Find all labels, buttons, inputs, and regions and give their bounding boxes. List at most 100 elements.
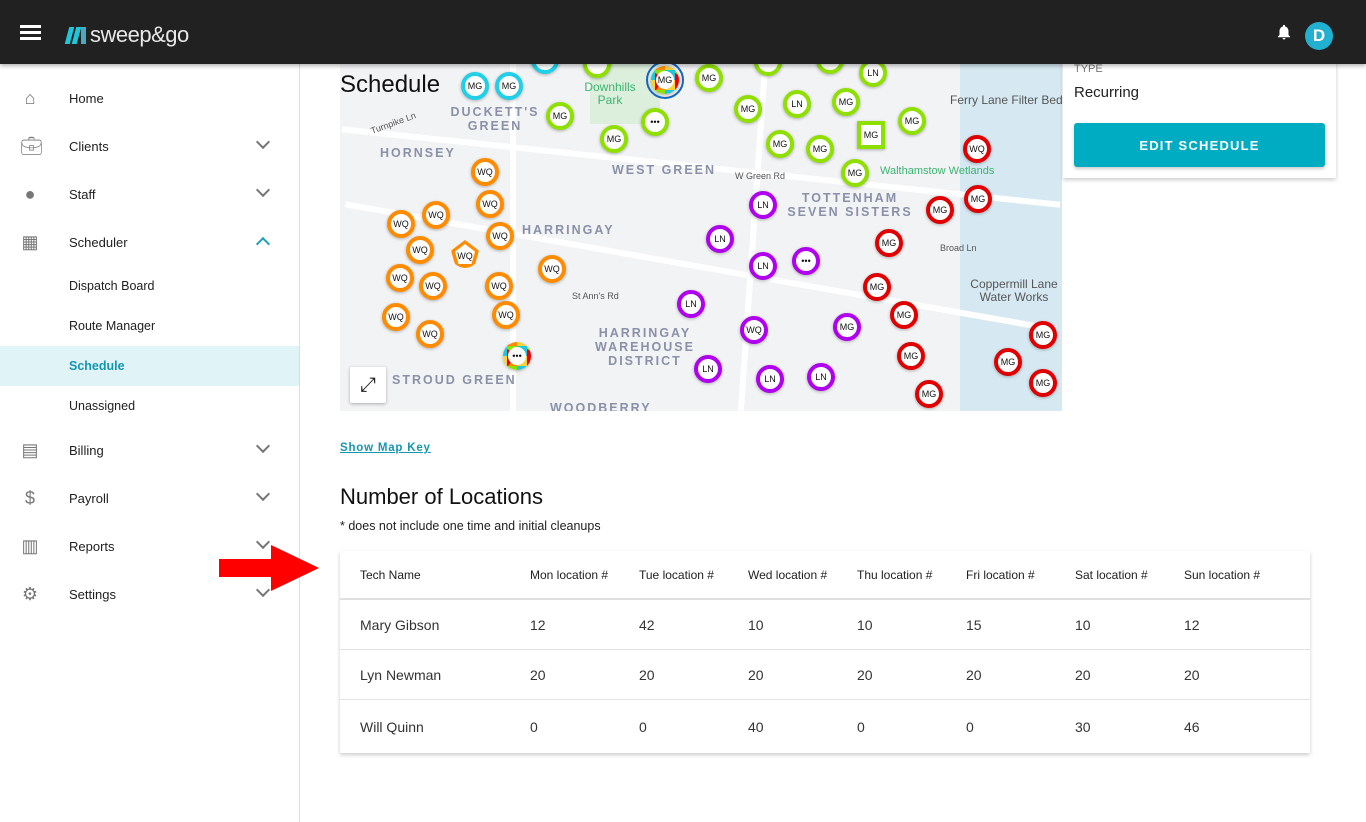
map-marker[interactable]: LN bbox=[749, 191, 777, 219]
map-marker[interactable]: WQ bbox=[419, 272, 447, 300]
map-marker[interactable]: MG bbox=[806, 135, 834, 163]
map-marker[interactable]: WQ bbox=[387, 210, 415, 238]
map-marker[interactable]: MG bbox=[495, 72, 523, 100]
sidebar-subitem-route-manager[interactable]: Route Manager bbox=[69, 319, 156, 333]
sidebar-subitem-dispatch-board[interactable]: Dispatch Board bbox=[69, 279, 155, 293]
map-marker[interactable]: MG bbox=[857, 121, 885, 149]
map-marker[interactable]: ••• bbox=[792, 247, 820, 275]
fullscreen-icon[interactable]: ⤢ bbox=[350, 367, 386, 403]
map-marker[interactable]: MG bbox=[1029, 321, 1057, 349]
map-marker[interactable]: MG bbox=[841, 159, 869, 187]
map-marker[interactable]: WQ bbox=[471, 158, 499, 186]
map-marker[interactable]: LN bbox=[783, 90, 811, 118]
sidebar-item-settings[interactable]: ⚙ Settings bbox=[0, 570, 299, 618]
bell-icon[interactable] bbox=[1275, 22, 1293, 42]
marker-label: WQ bbox=[392, 273, 408, 283]
column-header[interactable]: Thu location # bbox=[857, 567, 933, 582]
map-marker[interactable]: LN bbox=[859, 64, 887, 87]
map-marker[interactable]: MG bbox=[863, 273, 891, 301]
map-marker[interactable]: MG bbox=[734, 95, 762, 123]
column-header[interactable]: Sun location # bbox=[1184, 567, 1261, 582]
map-marker[interactable]: MG bbox=[833, 313, 861, 341]
marker-label: WQ bbox=[544, 264, 560, 274]
sidebar-item-scheduler[interactable]: ▦ Scheduler bbox=[0, 218, 299, 266]
sidebar-item-home[interactable]: ⌂ Home bbox=[0, 74, 299, 122]
sidebar-subitem-unassigned[interactable]: Unassigned bbox=[69, 399, 136, 413]
map-marker[interactable]: MG bbox=[915, 380, 943, 408]
map-marker[interactable]: MG bbox=[546, 102, 574, 130]
map-marker[interactable]: WQ bbox=[492, 301, 520, 329]
schedule-map[interactable]: HORNSEY DUCKETT'S GREEN WEST GREEN HARRI… bbox=[340, 64, 1062, 411]
sidebar-item-reports[interactable]: ▥ Reports bbox=[0, 522, 299, 570]
sidebar-item-clients[interactable]: 💼︎ Clients bbox=[0, 122, 299, 170]
map-marker[interactable]: LN bbox=[677, 290, 705, 318]
map-marker[interactable]: WQ bbox=[422, 201, 450, 229]
chevron-up-icon bbox=[255, 236, 271, 252]
sidebar-subitem-schedule[interactable]: Schedule bbox=[0, 346, 299, 386]
avatar[interactable]: D bbox=[1305, 22, 1333, 50]
map-marker[interactable]: ••• bbox=[641, 108, 669, 136]
map-marker[interactable]: MG bbox=[926, 196, 954, 224]
map-marker[interactable]: MG bbox=[898, 107, 926, 135]
logo[interactable]: sweep&go bbox=[64, 22, 189, 48]
map-marker[interactable] bbox=[754, 64, 782, 76]
sidebar-item-staff[interactable]: ● Staff bbox=[0, 170, 299, 218]
map-marker[interactable]: WQ bbox=[386, 264, 414, 292]
map-marker[interactable]: WQ bbox=[486, 222, 514, 250]
sidebar-item-billing[interactable]: ▤ Billing bbox=[0, 426, 299, 474]
map-marker[interactable]: WQ bbox=[538, 255, 566, 283]
map-marker[interactable]: MG bbox=[600, 125, 628, 153]
marker-label: MG bbox=[838, 97, 854, 107]
map-marker[interactable] bbox=[816, 64, 844, 74]
map-marker[interactable]: LN bbox=[807, 363, 835, 391]
map-marker[interactable]: MG bbox=[1029, 369, 1057, 397]
marker-label: MG bbox=[1035, 330, 1051, 340]
map-marker[interactable]: WQ bbox=[406, 236, 434, 264]
column-header[interactable]: Fri location # bbox=[966, 567, 1035, 582]
map-marker[interactable]: WQ bbox=[451, 240, 479, 268]
map-marker[interactable]: ••• bbox=[503, 342, 531, 370]
map-marker[interactable]: WQ bbox=[416, 320, 444, 348]
map-marker[interactable]: MG bbox=[875, 229, 903, 257]
location-count-cell: 20 bbox=[1184, 666, 1200, 683]
map-marker[interactable]: MG bbox=[897, 342, 925, 370]
map-marker[interactable]: LN bbox=[706, 225, 734, 253]
table-header-row: Tech Name Mon location # Tue location # … bbox=[340, 551, 1310, 600]
column-header[interactable]: Tech Name bbox=[360, 567, 421, 582]
marker-label: WQ bbox=[482, 199, 498, 209]
map-marker[interactable]: WQ bbox=[382, 303, 410, 331]
map-marker[interactable]: WQ bbox=[485, 272, 513, 300]
column-header[interactable]: Tue location # bbox=[639, 567, 714, 582]
marker-label: LN bbox=[791, 99, 803, 109]
marker-label: WQ bbox=[491, 281, 507, 291]
calendar-icon: ▦ bbox=[21, 232, 39, 252]
map-marker[interactable]: MG bbox=[994, 348, 1022, 376]
map-marker[interactable]: LN bbox=[694, 355, 722, 383]
map-marker[interactable]: MG bbox=[646, 64, 684, 99]
edit-schedule-button[interactable]: EDIT SCHEDULE bbox=[1074, 123, 1325, 167]
map-marker[interactable]: LN bbox=[749, 252, 777, 280]
sidebar-item-label: Scheduler bbox=[69, 234, 128, 250]
show-map-key-link[interactable]: Show Map Key bbox=[340, 442, 431, 454]
map-marker[interactable]: LN bbox=[756, 365, 784, 393]
tech-name-cell: Mary Gibson bbox=[360, 616, 440, 633]
map-marker[interactable]: WQ bbox=[476, 190, 504, 218]
column-header[interactable]: Wed location # bbox=[748, 567, 828, 582]
map-marker[interactable]: WQ bbox=[740, 316, 768, 344]
map-marker[interactable]: WQ bbox=[963, 135, 991, 163]
column-header[interactable]: Sat location # bbox=[1075, 567, 1148, 582]
column-header[interactable]: Mon location # bbox=[530, 567, 609, 582]
menu-icon[interactable] bbox=[20, 25, 41, 40]
map-marker[interactable] bbox=[583, 64, 611, 78]
locations-note: * does not include one time and initial … bbox=[340, 519, 601, 533]
map-marker[interactable]: MG bbox=[964, 185, 992, 213]
map-marker[interactable]: MG bbox=[832, 88, 860, 116]
map-marker[interactable]: MG bbox=[890, 301, 918, 329]
map-label: WEST GREEN bbox=[612, 163, 717, 177]
map-marker[interactable] bbox=[531, 64, 559, 74]
location-count-cell: 0 bbox=[966, 718, 974, 735]
sidebar-item-payroll[interactable]: $ Payroll bbox=[0, 474, 299, 522]
map-marker[interactable]: MG bbox=[695, 64, 723, 92]
map-marker[interactable]: MG bbox=[461, 72, 489, 100]
map-marker[interactable]: MG bbox=[766, 130, 794, 158]
